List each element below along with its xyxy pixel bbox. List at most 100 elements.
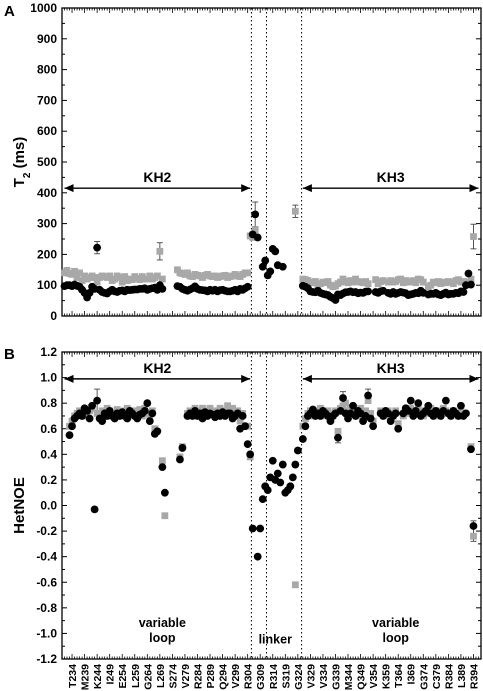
x-tick-label: V299 bbox=[230, 664, 242, 689]
y-tick-label: 100 bbox=[37, 278, 57, 292]
data-point-circle bbox=[98, 417, 107, 425]
data-point-circle bbox=[65, 431, 74, 440]
y-tick-label: 0.4 bbox=[40, 447, 57, 461]
y-tick-label: 300 bbox=[37, 217, 57, 231]
data-point-circle bbox=[339, 394, 347, 402]
data-point-circle bbox=[364, 391, 372, 400]
data-point-circle bbox=[176, 455, 184, 464]
x-tick-label: Q294 bbox=[218, 664, 230, 690]
data-point-circle bbox=[301, 422, 310, 431]
y-axis-title: HetNOE bbox=[11, 477, 28, 534]
data-point-square bbox=[229, 404, 237, 412]
region-annotation: loop bbox=[382, 631, 409, 645]
x-tick-label: E254 bbox=[117, 664, 129, 689]
data-point-square bbox=[224, 402, 231, 410]
x-tick-label: V334 bbox=[318, 664, 330, 689]
data-point-circle bbox=[467, 280, 475, 289]
x-tick-label: G309 bbox=[255, 664, 267, 690]
x-tick-label: S274 bbox=[167, 664, 179, 689]
data-point-square bbox=[206, 404, 214, 412]
data-point-circle bbox=[406, 396, 415, 405]
data-point-square bbox=[362, 407, 369, 415]
data-point-circle bbox=[83, 406, 91, 415]
data-point-circle bbox=[394, 424, 403, 433]
y-tick-label: 1.0 bbox=[40, 371, 57, 385]
data-point-circle bbox=[78, 412, 86, 420]
y-tick-label: 500 bbox=[37, 155, 57, 169]
data-point-square bbox=[324, 278, 332, 285]
residue-tick-labels: T234 M239 K244 I249 E254 L259 G264 L269 S274 V279… bbox=[67, 664, 480, 690]
data-point-circle bbox=[424, 401, 433, 410]
data-point-circle bbox=[253, 552, 262, 561]
data-point-circle bbox=[366, 414, 375, 423]
data-point-square bbox=[158, 457, 166, 465]
data-point-circle bbox=[251, 210, 260, 219]
data-point-circle bbox=[298, 435, 307, 443]
data-point-circle bbox=[459, 288, 468, 296]
data-point-circle bbox=[258, 262, 267, 271]
data-point-circle bbox=[462, 409, 470, 418]
data-point-square bbox=[121, 273, 129, 280]
data-point-square bbox=[291, 207, 299, 215]
domain-label: KH2 bbox=[143, 169, 171, 185]
data-point-circle bbox=[404, 406, 413, 415]
data-point-circle bbox=[90, 505, 99, 514]
data-point-circle bbox=[253, 233, 262, 242]
y-tick-label: 0.0 bbox=[40, 499, 57, 513]
y-tick-label: 900 bbox=[37, 32, 57, 46]
data-point-square bbox=[158, 275, 166, 283]
y-tick-label: 0 bbox=[50, 309, 57, 323]
panel-letter: A bbox=[4, 3, 15, 20]
data-point-circle bbox=[243, 440, 252, 448]
data-point-circle bbox=[261, 256, 270, 265]
data-point-square bbox=[367, 410, 375, 417]
data-point-circle bbox=[278, 262, 287, 271]
x-tick-label: R384 bbox=[443, 664, 455, 689]
data-point-square bbox=[470, 233, 477, 240]
data-point-circle bbox=[178, 444, 187, 452]
region-annotation: variable bbox=[139, 616, 186, 630]
panel-a-t2-chart: A 0 100 200 300 400 500 600 700 800 900 1000 T2 (ms)… bbox=[4, 1, 482, 323]
x-tick-label: V279 bbox=[180, 664, 192, 689]
domain-label: KH3 bbox=[377, 360, 405, 376]
data-point-square bbox=[364, 280, 372, 288]
data-point-square bbox=[76, 269, 83, 277]
data-point-square bbox=[364, 397, 372, 405]
data-point-circle bbox=[293, 446, 302, 455]
data-point-square bbox=[71, 267, 78, 275]
data-point-square bbox=[93, 278, 101, 286]
x-tick-label: M344 bbox=[343, 664, 355, 690]
y-tick-label: 600 bbox=[37, 124, 57, 138]
data-point-square bbox=[379, 277, 387, 284]
data-point-circle bbox=[140, 406, 149, 415]
y-axis-title: T2 (ms) bbox=[11, 137, 33, 188]
arrow-head-right bbox=[241, 184, 251, 193]
data-point-circle bbox=[266, 267, 275, 276]
y-tick-label: 0.6 bbox=[40, 422, 57, 436]
data-point-circle bbox=[414, 399, 423, 408]
data-point-circle bbox=[160, 488, 169, 497]
x-tick-label: Q349 bbox=[356, 664, 368, 690]
x-tick-label: M239 bbox=[80, 664, 92, 690]
data-point-square bbox=[73, 274, 81, 281]
domain-label: KH3 bbox=[377, 169, 405, 185]
data-point-circle bbox=[241, 422, 250, 431]
data-point-circle bbox=[263, 486, 272, 495]
y-tick-label: 700 bbox=[37, 93, 57, 107]
data-point-square bbox=[118, 278, 126, 286]
data-point-square bbox=[116, 274, 124, 281]
x-tick-label: R304 bbox=[243, 664, 255, 689]
arrow-head-right bbox=[241, 374, 251, 383]
x-tick-label: L259 bbox=[130, 664, 142, 688]
data-point-circle bbox=[349, 401, 357, 410]
data-point-circle bbox=[334, 433, 342, 442]
data-point-square bbox=[251, 226, 259, 234]
data-point-circle bbox=[145, 417, 154, 425]
data-point-circle bbox=[464, 269, 473, 278]
data-point-circle bbox=[158, 284, 167, 293]
y-tick-label: -0.6 bbox=[36, 575, 57, 589]
y-tick-label: 200 bbox=[37, 247, 57, 261]
domain-label: KH2 bbox=[143, 360, 171, 376]
data-point-circle bbox=[93, 243, 102, 252]
data-point-circle bbox=[469, 522, 478, 530]
